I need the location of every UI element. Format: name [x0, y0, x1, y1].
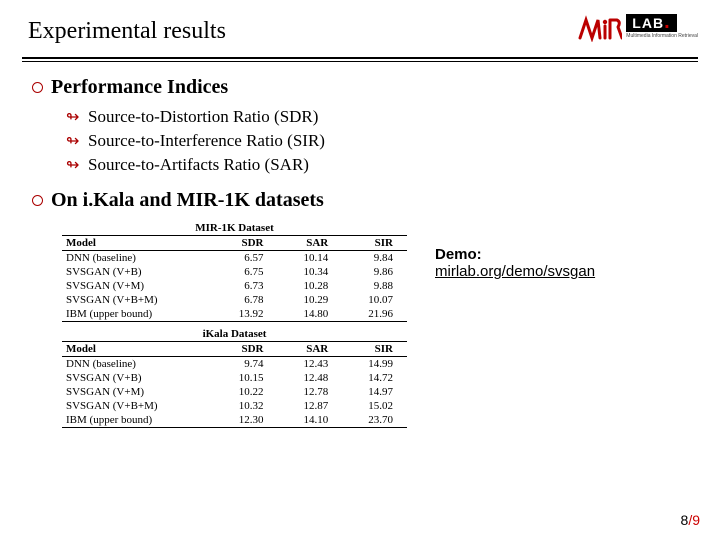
table-cell: 12.78	[278, 385, 343, 399]
table-row: SVSGAN (V+B)6.7510.349.86	[62, 265, 407, 279]
table-row: DNN (baseline)9.7412.4314.99	[62, 357, 407, 372]
table-cell: 10.07	[342, 293, 407, 307]
table-row: SVSGAN (V+M)10.2212.7814.97	[62, 385, 407, 399]
table-row: SVSGAN (V+M)6.7310.289.88	[62, 279, 407, 293]
table-cell: SVSGAN (V+M)	[62, 279, 213, 293]
table-cell: 6.75	[213, 265, 278, 279]
table-cell: 10.15	[213, 371, 278, 385]
table-cell: 12.48	[278, 371, 343, 385]
circle-bullet-icon	[32, 82, 43, 93]
table-cell: DNN (baseline)	[62, 251, 213, 266]
sub-text: Source-to-Distortion Ratio (SDR)	[88, 107, 318, 127]
table-cell: IBM (upper bound)	[62, 413, 213, 428]
bullet-2-text: On i.Kala and MIR-1K datasets	[51, 189, 324, 212]
table-caption: MIR-1K Dataset	[62, 222, 407, 234]
col-header: SIR	[342, 236, 407, 251]
demo-label: Demo:	[435, 246, 595, 263]
table-row: DNN (baseline)6.5710.149.84	[62, 251, 407, 266]
page-number: 8/9	[681, 512, 700, 528]
table-cell: 10.32	[213, 399, 278, 413]
table-cell: 14.97	[342, 385, 407, 399]
col-header: SAR	[278, 236, 343, 251]
table-cell: 10.34	[278, 265, 343, 279]
col-header: Model	[62, 236, 213, 251]
bullet-1: Performance Indices	[32, 76, 690, 99]
table-cell: DNN (baseline)	[62, 357, 213, 372]
table-cell: 14.99	[342, 357, 407, 372]
table-cell: 14.72	[342, 371, 407, 385]
table-cell: 10.29	[278, 293, 343, 307]
table-cell: 9.74	[213, 357, 278, 372]
col-header: SAR	[278, 342, 343, 357]
table-cell: 10.28	[278, 279, 343, 293]
mir-logo-icon	[578, 12, 622, 42]
table-cell: 6.78	[213, 293, 278, 307]
lab-text: LAB	[632, 15, 664, 31]
table-row: IBM (upper bound)13.9214.8021.96	[62, 307, 407, 322]
bullet-1-sublist: ↬ Source-to-Distortion Ratio (SDR) ↬ Sou…	[66, 107, 690, 175]
demo-box: Demo: mirlab.org/demo/svsgan	[435, 246, 595, 280]
table-cell: 12.87	[278, 399, 343, 413]
page-total: 9	[692, 512, 700, 528]
circle-bullet-icon	[32, 195, 43, 206]
col-header: SIR	[342, 342, 407, 357]
table-ikala: iKala Dataset ModelSDRSARSIRDNN (baselin…	[62, 328, 407, 428]
wave-bullet-icon: ↬	[66, 155, 84, 175]
table-cell: 15.02	[342, 399, 407, 413]
sub-item: ↬ Source-to-Interference Ratio (SIR)	[66, 131, 690, 151]
table-cell: 14.80	[278, 307, 343, 322]
col-header: SDR	[213, 236, 278, 251]
logo-tagline: Multimedia Information Retrieval	[626, 34, 698, 40]
table-cell: 6.57	[213, 251, 278, 266]
table-mir1k: MIR-1K Dataset ModelSDRSARSIRDNN (baseli…	[62, 222, 407, 322]
table-cell: SVSGAN (V+B+M)	[62, 399, 213, 413]
table-cell: 9.84	[342, 251, 407, 266]
table-cell: 23.70	[342, 413, 407, 428]
table-cell: 12.43	[278, 357, 343, 372]
sub-item: ↬ Source-to-Distortion Ratio (SDR)	[66, 107, 690, 127]
sub-item: ↬ Source-to-Artifacts Ratio (SAR)	[66, 155, 690, 175]
table-cell: 10.22	[213, 385, 278, 399]
table-cell: 10.14	[278, 251, 343, 266]
table-cell: 6.73	[213, 279, 278, 293]
bullet-2: On i.Kala and MIR-1K datasets	[32, 189, 690, 212]
table-row: SVSGAN (V+B+M)6.7810.2910.07	[62, 293, 407, 307]
table-cell: 21.96	[342, 307, 407, 322]
table-cell: SVSGAN (V+B)	[62, 371, 213, 385]
table-cell: SVSGAN (V+B)	[62, 265, 213, 279]
col-header: SDR	[213, 342, 278, 357]
wave-bullet-icon: ↬	[66, 107, 84, 127]
table-row: SVSGAN (V+B+M)10.3212.8715.02	[62, 399, 407, 413]
col-header: Model	[62, 342, 213, 357]
bullet-1-text: Performance Indices	[51, 76, 228, 99]
table-caption: iKala Dataset	[62, 328, 407, 340]
sub-text: Source-to-Artifacts Ratio (SAR)	[88, 155, 309, 175]
table-cell: 13.92	[213, 307, 278, 322]
table-cell: 9.88	[342, 279, 407, 293]
table-cell: 12.30	[213, 413, 278, 428]
table-cell: 14.10	[278, 413, 343, 428]
mirlab-logo: LAB. Multimedia Information Retrieval	[578, 12, 698, 42]
table-row: SVSGAN (V+B)10.1512.4814.72	[62, 371, 407, 385]
table-cell: IBM (upper bound)	[62, 307, 213, 322]
table-cell: SVSGAN (V+M)	[62, 385, 213, 399]
sub-text: Source-to-Interference Ratio (SIR)	[88, 131, 325, 151]
table-row: IBM (upper bound)12.3014.1023.70	[62, 413, 407, 428]
demo-link[interactable]: mirlab.org/demo/svsgan	[435, 263, 595, 280]
wave-bullet-icon: ↬	[66, 131, 84, 151]
table-cell: SVSGAN (V+B+M)	[62, 293, 213, 307]
table-cell: 9.86	[342, 265, 407, 279]
